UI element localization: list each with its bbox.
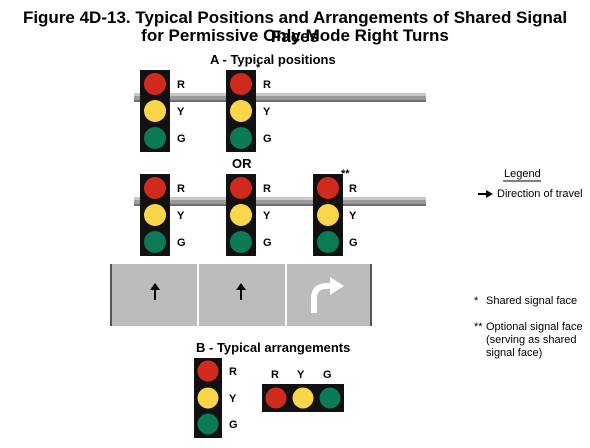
- figure-title-line2: for Permissive Only Mode Right Turns: [141, 26, 449, 45]
- optional-marker: **: [341, 168, 350, 180]
- mast-arm-top: [134, 93, 426, 102]
- shared-marker: *: [256, 62, 261, 74]
- legend-direction-text: Direction of travel: [497, 188, 583, 200]
- section-b-title: B - Typical arrangements: [196, 340, 351, 355]
- legend-title: Legend: [504, 168, 541, 180]
- label-g: G: [323, 369, 332, 381]
- signal-head-row2-left: R Y G: [140, 174, 186, 256]
- label-y: Y: [263, 210, 271, 222]
- green-lens: [230, 231, 252, 253]
- optional-marker-legend: **: [474, 321, 483, 333]
- red-lens: [144, 177, 166, 199]
- green-lens: [197, 413, 219, 435]
- label-y: Y: [263, 106, 271, 118]
- label-y: Y: [177, 106, 185, 118]
- direction-arrow-icon: [478, 190, 493, 198]
- red-lens: [265, 387, 287, 409]
- green-lens: [144, 231, 166, 253]
- label-r: R: [263, 79, 271, 91]
- label-r: R: [349, 183, 357, 195]
- up-arrow-icon: [150, 283, 160, 300]
- arrangement-horizontal: R Y G: [262, 369, 344, 412]
- red-lens: [144, 73, 166, 95]
- red-lens: [230, 177, 252, 199]
- signal-head-row1-middle-shared: * R Y G: [226, 62, 272, 152]
- signal-head-row2-right-optional: ** R Y G: [313, 168, 358, 256]
- right-turn-arrow-icon: [311, 277, 344, 313]
- yellow-lens: [230, 100, 252, 122]
- label-g: G: [263, 133, 272, 145]
- roadway: [110, 264, 372, 326]
- yellow-lens: [144, 204, 166, 226]
- green-lens: [317, 231, 339, 253]
- label-g: G: [349, 237, 358, 249]
- green-lens: [230, 127, 252, 149]
- red-lens: [317, 177, 339, 199]
- label-g: G: [177, 133, 186, 145]
- red-lens: [197, 360, 219, 382]
- yellow-lens: [230, 204, 252, 226]
- shared-signal-text: Shared signal face: [486, 295, 578, 307]
- label-r: R: [263, 183, 271, 195]
- label-r: R: [177, 79, 185, 91]
- yellow-lens: [144, 100, 166, 122]
- label-y: Y: [229, 393, 237, 405]
- shared-marker-legend: *: [474, 295, 479, 307]
- green-lens: [144, 127, 166, 149]
- arrangement-vertical: R Y G: [194, 358, 238, 438]
- label-r: R: [271, 369, 279, 381]
- yellow-lens: [292, 387, 314, 409]
- red-lens: [230, 73, 252, 95]
- or-label: OR: [232, 156, 252, 171]
- section-a-title: A - Typical positions: [210, 52, 336, 67]
- green-lens: [319, 387, 341, 409]
- yellow-lens: [317, 204, 339, 226]
- label-r: R: [229, 366, 237, 378]
- signal-head-row1-left: R Y G: [140, 70, 186, 152]
- figure-title-line1: Figure 4D-13. Typical Positions and Arra…: [22, 8, 568, 46]
- optional-signal-text-line1: Optional signal face: [486, 321, 583, 333]
- label-y: Y: [297, 369, 305, 381]
- mast-arm-bottom: [134, 197, 426, 206]
- label-g: G: [229, 419, 238, 431]
- yellow-lens: [197, 387, 219, 409]
- label-y: Y: [177, 210, 185, 222]
- up-arrow-icon: [236, 283, 246, 300]
- label-g: G: [263, 237, 272, 249]
- label-y: Y: [349, 210, 357, 222]
- label-r: R: [177, 183, 185, 195]
- label-g: G: [177, 237, 186, 249]
- optional-signal-text-line3: signal face): [486, 347, 543, 359]
- signal-head-row2-middle: R Y G: [226, 174, 272, 256]
- optional-signal-text-line2: (serving as shared: [486, 334, 577, 346]
